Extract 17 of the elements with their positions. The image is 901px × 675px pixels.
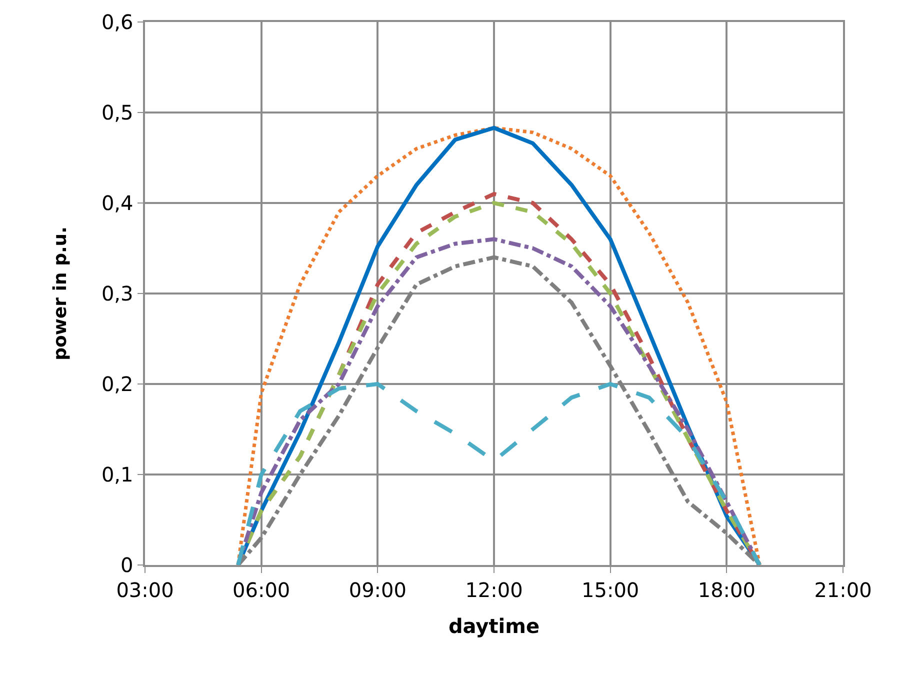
- y-tick-label: 0,1: [101, 462, 134, 486]
- x-tick-label: 21:00: [814, 578, 872, 602]
- y-tick-label: 0,2: [101, 372, 134, 396]
- x-tick-label: 06:00: [232, 578, 290, 602]
- y-tick-label: 0: [120, 553, 134, 577]
- y-tick-label: 0,5: [101, 100, 134, 124]
- y-tick-label: 0,6: [101, 10, 134, 34]
- line-series: [236, 382, 762, 565]
- x-tick-label: 15:00: [582, 578, 640, 602]
- y-tick-label: 0,3: [101, 282, 134, 306]
- x-tick-label: 18:00: [698, 578, 756, 602]
- x-axis-title: daytime: [448, 614, 540, 638]
- y-axis-title: power in p.u.: [50, 226, 72, 360]
- y-tick-label: 0,4: [101, 191, 134, 215]
- x-tick-label: 12:00: [465, 578, 523, 602]
- x-tick-label: 03:00: [116, 578, 174, 602]
- x-tick-label: 09:00: [348, 578, 406, 602]
